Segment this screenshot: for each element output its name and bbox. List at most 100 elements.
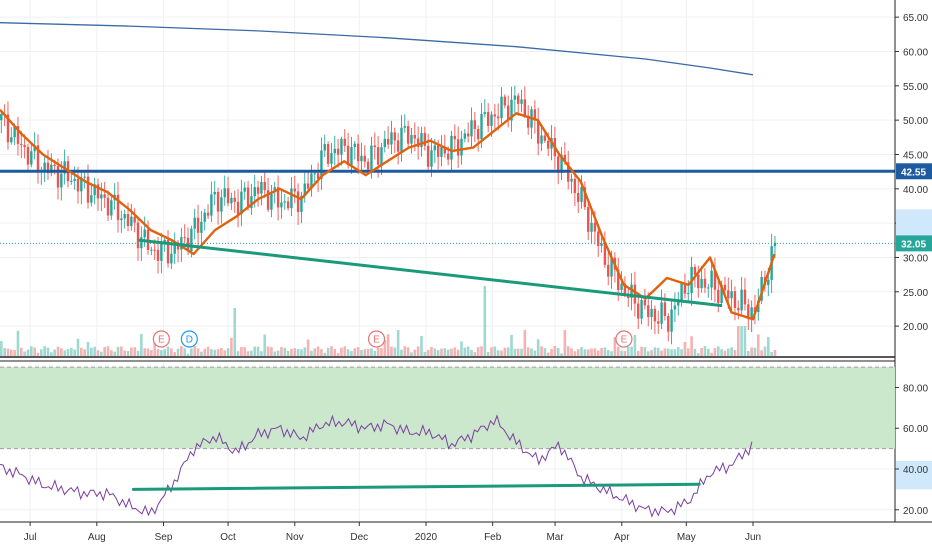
candle-body <box>523 99 527 116</box>
candle-body <box>453 135 457 140</box>
volume-bar <box>276 350 280 356</box>
candle-body <box>510 99 513 121</box>
volume-bar <box>240 347 243 356</box>
volume-bar <box>460 341 463 356</box>
volume-bar <box>156 348 160 356</box>
candle-body <box>466 133 470 137</box>
volume-bar <box>196 348 200 356</box>
volume-bar <box>346 349 350 356</box>
volume-bar <box>630 346 633 356</box>
volume-bars <box>0 286 777 356</box>
rsi-band <box>0 367 895 449</box>
candle-body <box>423 132 427 146</box>
volume-bar <box>586 349 590 356</box>
candle-body <box>80 177 83 192</box>
candle-body <box>76 178 80 192</box>
x-tick-label: Jun <box>745 532 761 543</box>
candle-body <box>406 126 410 144</box>
event-marker-label: E <box>621 335 628 346</box>
volume-bar <box>103 347 106 356</box>
volume-bar <box>433 348 437 356</box>
volume-bar <box>616 346 620 356</box>
volume-bar <box>313 348 317 356</box>
volume-bar <box>380 348 383 356</box>
volume-bar <box>606 350 610 356</box>
candle-body <box>587 207 590 232</box>
candle-body <box>150 249 153 251</box>
volume-bar <box>603 347 607 356</box>
volume-bar <box>650 350 653 356</box>
candle-body <box>513 95 517 100</box>
volume-bar <box>116 346 120 356</box>
volume-bar <box>530 348 533 356</box>
candle-body <box>433 145 437 151</box>
candle-body <box>346 145 350 165</box>
price-tick-label: 45.00 <box>903 150 928 161</box>
candle-body <box>657 321 660 324</box>
volume-bar <box>670 349 673 356</box>
candle-body <box>260 181 263 194</box>
rsi-tick-label: 20.00 <box>903 506 928 517</box>
candle-body <box>350 147 353 165</box>
candle-body <box>607 264 610 277</box>
x-tick-label: Sep <box>155 532 173 543</box>
rsi-line <box>0 414 753 518</box>
candle-body <box>103 194 106 198</box>
candle-body <box>36 145 40 172</box>
candle-body <box>536 120 540 144</box>
volume-bar <box>746 351 750 356</box>
candle-body <box>283 201 286 203</box>
volume-bar <box>470 349 473 356</box>
volume-bar <box>356 347 360 356</box>
volume-bar <box>473 352 477 356</box>
candle-body <box>213 191 216 195</box>
volume-bar <box>30 346 33 356</box>
candle-body <box>653 308 657 322</box>
price-label-1: 32.05 <box>896 235 932 252</box>
volume-bar <box>26 349 30 356</box>
candle-body <box>460 138 463 156</box>
candle-body <box>326 143 330 164</box>
volume-bar <box>200 351 203 356</box>
volume-bar <box>543 348 547 356</box>
candle-body <box>463 133 467 139</box>
candle-body <box>386 138 390 145</box>
candle-body <box>183 237 186 239</box>
candle-body <box>60 173 63 188</box>
volume-bar <box>283 347 287 356</box>
candle-body <box>53 164 56 166</box>
volume-bar <box>566 346 570 356</box>
volume-bar <box>483 286 487 356</box>
candle-body <box>533 109 537 121</box>
volume-bar <box>576 349 580 356</box>
candle-body <box>166 239 170 264</box>
candle-body <box>730 291 733 299</box>
price-tick-label: 60.00 <box>903 47 928 58</box>
volume-bar <box>350 351 353 356</box>
candle-body <box>436 145 440 157</box>
volume-bar <box>436 350 440 356</box>
candle-body <box>266 190 270 210</box>
volume-bar <box>153 337 156 356</box>
candle-body <box>263 181 266 191</box>
candle-body <box>623 283 627 294</box>
volume-bar <box>556 347 560 356</box>
volume-bar <box>583 349 587 356</box>
volume-bar <box>696 353 700 356</box>
candle-body <box>6 114 10 143</box>
volume-bar <box>506 347 510 356</box>
candle-body <box>323 143 326 151</box>
candle-body <box>490 114 493 126</box>
volume-bar <box>123 350 126 356</box>
candle-body <box>20 143 23 146</box>
volume-bar <box>553 346 557 356</box>
volume-bar <box>290 348 293 356</box>
candle-body <box>546 140 550 149</box>
volume-bar <box>620 350 623 356</box>
volume-bar <box>610 351 613 356</box>
candle-body <box>13 126 16 138</box>
candle-body <box>496 116 500 119</box>
volume-bar <box>716 346 720 356</box>
volume-bar <box>726 348 730 356</box>
